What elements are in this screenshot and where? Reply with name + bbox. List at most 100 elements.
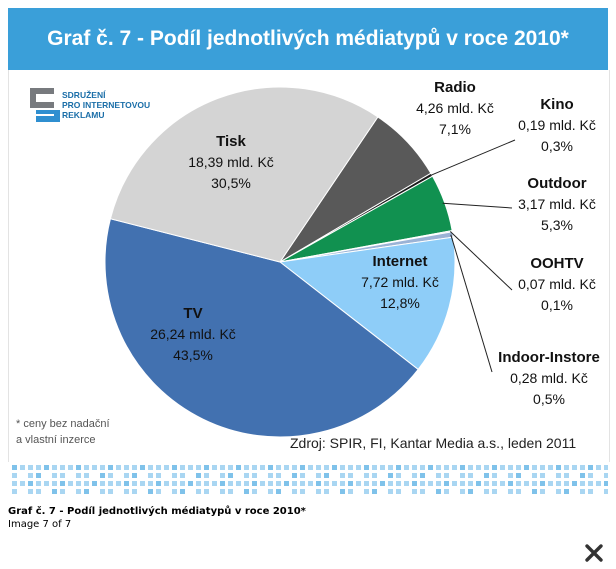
logo-line: PRO INTERNETOVOU [62,100,151,110]
divider-dot [196,481,201,486]
divider-dot [580,481,585,486]
divider-dot [180,481,185,486]
leader-line [449,231,513,291]
divider-dot [524,465,529,470]
divider-dot [180,473,185,478]
divider-dot [28,473,33,478]
divider-dot [604,481,608,486]
divider-dot [452,481,457,486]
divider-dot [316,481,321,486]
divider-dot [596,481,601,486]
divider-dot [244,473,249,478]
divider-dot [396,473,401,478]
divider-dot [596,465,601,470]
divider-dot [452,465,457,470]
divider-dot [468,465,473,470]
divider-dot [132,489,137,494]
divider-dot [324,481,329,486]
divider-dot [492,481,497,486]
divider-dot [404,481,409,486]
divider-dot [300,489,305,494]
divider-dot [324,473,329,478]
divider-dot [604,473,608,478]
logo-text: SDRUŽENÍ PRO INTERNETOVOU REKLAMU [62,90,150,120]
divider-dot [204,489,209,494]
divider-dot [76,489,81,494]
slice-value-label: 4,26 mld. Kč [416,100,494,116]
divider-dot [276,473,281,478]
divider-dot [292,465,297,470]
divider-dot [52,473,57,478]
divider-dot [348,473,353,478]
divider-dot [20,481,25,486]
divider-dot [412,473,417,478]
divider-dot [372,473,377,478]
close-icon[interactable] [583,542,605,564]
divider-dot [588,473,593,478]
slice-share-label: 0,3% [541,138,573,154]
divider-dot [444,473,449,478]
divider-dot [180,489,185,494]
divider-dot [580,465,585,470]
leader-line [429,139,516,177]
divider-dot [476,465,481,470]
divider-dot [276,465,281,470]
divider-dot [604,489,608,494]
divider-dot [124,465,129,470]
divider-dot [236,465,241,470]
divider-dot [372,489,377,494]
divider-dot [564,473,569,478]
divider-dot [316,473,321,478]
divider-dot [220,473,225,478]
divider-dot [260,481,265,486]
divider-dot [188,465,193,470]
divider-dot [436,465,441,470]
slice-value-label: 3,17 mld. Kč [518,196,596,212]
slice-name-label: Radio [434,79,476,96]
slice-value-label: 0,07 mld. Kč [518,276,596,292]
divider-dot [300,465,305,470]
divider-dot [444,481,449,486]
divider-dot [484,465,489,470]
divider-dot [316,489,321,494]
divider-dot [148,481,153,486]
divider-dot [228,465,233,470]
divider-dot [556,489,561,494]
divider-dot [604,465,608,470]
divider-dot [204,465,209,470]
divider-dot [180,465,185,470]
pie-slice-tisk [109,86,379,263]
divider-dot [492,465,497,470]
divider-dot [20,465,25,470]
divider-dot [108,489,113,494]
divider-dot [100,481,105,486]
divider-dot [476,481,481,486]
divider-dot [172,465,177,470]
divider-dot [276,489,281,494]
divider-dot [508,489,513,494]
divider-dot [220,465,225,470]
divider-dot [156,473,161,478]
divider-dot [468,481,473,486]
source-note: Zdroj: SPIR, FI, Kantar Media a.s., lede… [290,435,577,451]
logo-mark-blue [36,110,60,122]
divider-dot [500,481,505,486]
divider-dot [340,481,345,486]
divider-dot [388,489,393,494]
divider-dot [540,465,545,470]
divider-dot [580,473,585,478]
divider-dot [244,481,249,486]
divider-dot [572,481,577,486]
divider-dot [516,489,521,494]
divider-dot [156,481,161,486]
slice-value-label: 0,28 mld. Kč [510,370,588,386]
divider-dot [556,465,561,470]
divider-dot [556,481,561,486]
divider-dot [252,473,257,478]
image-caption: Graf č. 7 - Podíl jednotlivých médiatypů… [8,506,306,530]
divider-dot [484,481,489,486]
divider-dot [436,473,441,478]
divider-dot [124,489,129,494]
divider-dot [348,465,353,470]
